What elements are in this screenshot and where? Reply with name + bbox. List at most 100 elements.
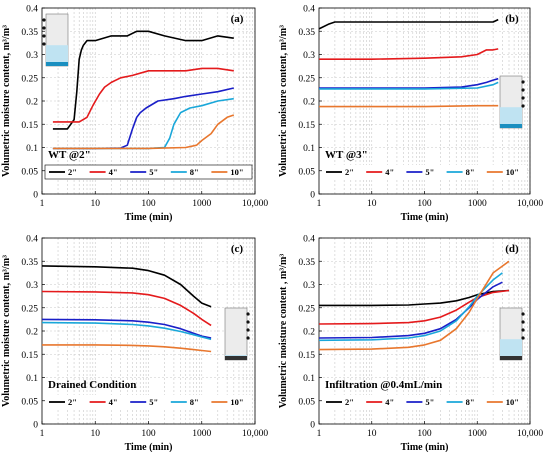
x-tick-label: 100 [141,199,156,209]
y-axis-label: Volumetric moisture content, m³/m³ [1,255,12,407]
series-line-2in [52,30,234,130]
soil-column-icon [42,13,69,67]
series-line-10in [319,104,499,108]
x-tick-label: 1 [40,199,45,209]
legend-label: 5" [149,397,158,407]
y-tick-label: 0.4 [26,5,38,15]
series-line-4in [319,48,499,61]
series-line-2in [41,265,212,308]
sensor-dot [246,336,250,340]
legend-label: 5" [425,167,434,177]
series-line-4in [52,67,234,123]
y-tick-label: 0.05 [21,167,38,177]
y-tick-label: 0.3 [303,281,315,291]
legend-backdrop [45,395,252,409]
sensor-dot [521,96,525,100]
y-tick-label: 0 [33,191,38,201]
y-tick-label: 0.15 [21,351,38,361]
water-fill [500,339,522,360]
x-tick-label: 10,000 [242,199,268,209]
sensor-dot [521,80,525,84]
legend-backdrop [322,395,527,409]
y-tick-label: 0.35 [298,258,315,268]
legend-label: 10" [506,167,519,177]
x-tick-label: 10,000 [517,429,543,439]
x-tick-label: 1000 [468,199,487,209]
series-line-4in [318,289,510,325]
condition-label: WT @2" [48,149,91,161]
legend-label: 10" [506,397,519,407]
legend: 2" 4" 5" 8" 10" [44,164,253,180]
x-tick-label: 10 [91,199,101,209]
legend-label: 4" [109,397,118,407]
y-tick-label: 0.15 [298,121,315,131]
series-line-10in [42,344,212,353]
y-tick-label: 0.2 [26,98,38,108]
series-line-2in [318,18,499,30]
legend-label: 2" [68,167,77,177]
y-tick-label: 0.3 [26,281,38,291]
sensor-dot [42,26,46,30]
y-axis-label: Volumetric moisture content, m³/m³ [1,25,12,177]
sensor-dot [521,312,525,316]
y-tick-label: 0.3 [26,51,38,61]
series-line-8in [318,272,503,342]
chart-panel-d: 0 0.05 0.1 0.15 0.2 0.25 0.3 0.35 0.4 1 10 100 1000 1… [278,235,543,452]
y-tick-label: 0.4 [303,5,315,15]
legend-label: 8" [190,167,199,177]
series-line-8in [319,81,499,90]
condition-label: Drained Condition [48,379,136,391]
y-tick-label: 0.2 [303,98,315,108]
legend-label: 5" [149,167,158,177]
legend-label: 10" [230,167,243,177]
legend: 2" 4" 5" 8" 10" [45,395,252,409]
x-tick-label: 100 [141,429,156,439]
condition-label: WT @3" [325,149,368,161]
y-tick-label: 0 [33,421,38,431]
y-tick-label: 0.35 [298,28,315,38]
legend-label: 4" [109,167,118,177]
panel-tag: (d) [505,243,519,255]
sensor-dot [521,328,525,332]
y-tick-label: 0.25 [298,74,315,84]
sensor-dot [521,336,525,340]
panel-tag: (a) [231,13,244,25]
series-line-8in [41,321,212,341]
chart-panel-c: 0 0.05 0.1 0.15 0.2 0.25 0.3 0.35 0.4 1 10 100 1000 1… [1,235,268,452]
series-line-5in [41,318,212,339]
y-tick-label: 0.1 [26,374,38,384]
soil-column-icon [499,75,525,129]
sensor-dot [246,328,250,332]
x-axis-label: Time (min) [125,212,173,223]
y-tick-label: 0.25 [21,304,38,314]
water-fill [500,107,522,128]
soil-column-icon [224,307,250,361]
sensor-dot [246,320,250,324]
x-tick-label: 1 [40,429,45,439]
legend-label: 2" [68,397,77,407]
sensor-dot [521,104,525,108]
legend-label: 2" [345,167,354,177]
sensor-dot [42,42,46,46]
legend-label: 5" [425,397,434,407]
x-tick-label: 1000 [192,199,211,209]
sensor-dot [521,320,525,324]
chart-panel-a: 0 0.05 0.1 0.15 0.2 0.25 0.3 0.35 0.4 1 10 100 1000 1… [1,5,268,224]
y-tick-label: 0.1 [303,144,315,154]
legend-label: 10" [230,397,243,407]
y-tick-label: 0.4 [303,235,315,245]
x-tick-label: 100 [417,429,432,439]
y-tick-label: 0.1 [303,374,315,384]
series-line-5in [318,281,503,339]
series-line-4in [41,290,212,327]
legend-box [44,164,253,180]
legend-label: 2" [345,397,354,407]
column-body [224,307,248,361]
legend-backdrop [322,165,527,179]
y-tick-label: 0.35 [21,258,38,268]
legend-label: 4" [385,167,394,177]
y-tick-label: 0.15 [298,351,315,361]
panel-tag: (b) [505,13,519,25]
y-tick-label: 0.1 [26,144,38,154]
soil-column-icon [499,307,525,361]
